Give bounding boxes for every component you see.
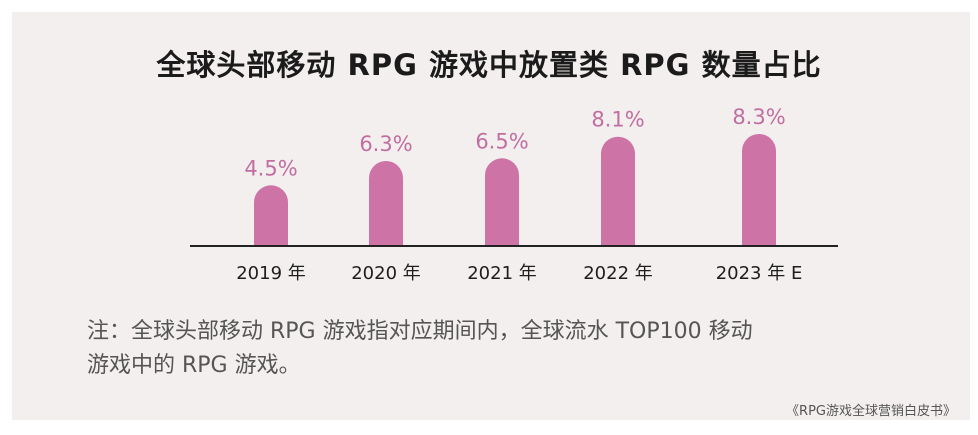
x-tick-label: 2020 年 xyxy=(351,263,421,284)
x-tick-label: 2021 年 xyxy=(467,263,537,284)
bar-2020-年 xyxy=(369,160,403,246)
bar-2021-年 xyxy=(485,158,519,246)
data-label: 8.1% xyxy=(591,108,644,132)
x-tick-label: 2022 年 xyxy=(583,263,653,284)
source-citation: 《RPG游戏全球营销白皮书》 xyxy=(786,404,956,419)
footnote-line: 注：全球头部移动 RPG 游戏指对应期间内，全球流水 TOP100 移动 xyxy=(87,319,753,344)
footnote-line: 游戏中的 RPG 游戏。 xyxy=(87,353,301,378)
bar-2022-年 xyxy=(601,136,635,246)
data-label: 6.5% xyxy=(475,129,528,153)
bar-2019-年 xyxy=(254,185,288,246)
bar-2023-年-E xyxy=(742,134,776,246)
data-label: 6.3% xyxy=(359,132,412,156)
chart-title: 全球头部移动 RPG 游戏中放置类 RPG 数量占比 xyxy=(156,48,822,82)
x-tick-label: 2023 年 E xyxy=(716,263,803,284)
x-tick-label: 2019 年 xyxy=(236,263,306,284)
data-label: 4.5% xyxy=(244,156,297,180)
footnote: 注：全球头部移动 RPG 游戏指对应期间内，全球流水 TOP100 移动 游戏中… xyxy=(87,315,927,383)
data-label: 8.3% xyxy=(732,105,785,129)
